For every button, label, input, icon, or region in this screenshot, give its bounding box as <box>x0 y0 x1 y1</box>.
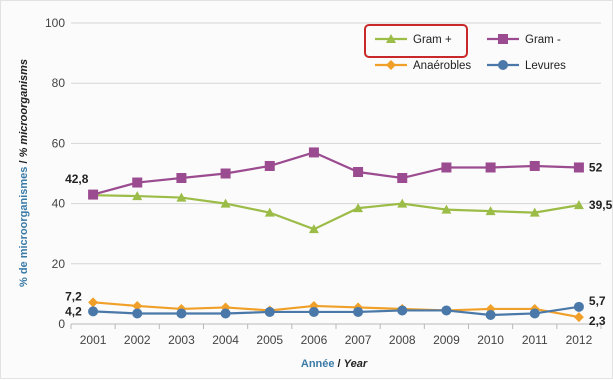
legend-marker <box>386 34 396 43</box>
data-point <box>220 308 231 319</box>
data-label: 2,3 <box>589 314 606 328</box>
x-tick-label: 2007 <box>345 333 372 347</box>
x-tick-label: 2002 <box>124 333 151 347</box>
data-point <box>176 192 187 202</box>
data-point <box>308 147 319 158</box>
data-point <box>573 162 584 173</box>
data-point <box>264 160 275 171</box>
legend-item: Anaérobles <box>375 60 471 72</box>
data-point <box>485 206 496 216</box>
data-point <box>529 160 540 171</box>
y-tick-label: 40 <box>52 197 66 211</box>
data-point <box>308 224 319 234</box>
data-labels: 42,8 39,5 52 7,2 2,3 4,2 5,7 <box>65 160 613 328</box>
x-axis-title: Année / Year <box>301 358 368 370</box>
series-gram <box>88 147 584 200</box>
data-point <box>264 207 275 217</box>
data-point <box>176 308 187 319</box>
data-point <box>176 173 187 184</box>
legend: Gram + Gram - Anaérobles Levures <box>364 24 566 72</box>
legend-item: Levures <box>487 60 566 72</box>
y-tick-label: 0 <box>58 317 65 331</box>
data-point <box>529 308 540 319</box>
x-tick-label: 2001 <box>80 333 107 347</box>
y-axis-title: % de microorganismes / % microorganisms <box>18 59 30 287</box>
data-point <box>573 200 584 210</box>
data-point <box>308 306 319 317</box>
legend-highlight-box <box>364 24 468 58</box>
data-point <box>397 173 408 184</box>
data-label: 7,2 <box>65 289 82 303</box>
data-point <box>441 162 452 173</box>
data-point <box>132 191 143 201</box>
legend-label: Gram + <box>413 34 452 46</box>
x-tick-label: 2009 <box>433 333 460 347</box>
data-label: 4,2 <box>65 304 82 318</box>
data-point <box>485 162 496 173</box>
x-tick-label: 2006 <box>301 333 328 347</box>
data-point <box>485 309 496 320</box>
series-ana-robles <box>88 297 584 323</box>
data-point <box>573 312 584 323</box>
data-point <box>132 308 143 319</box>
legend-label: Levures <box>525 60 566 72</box>
data-point <box>88 306 99 317</box>
axes: 0 20 40 60 80 100 2001 2002 2003 2004 2005 2006 2007… <box>45 16 602 347</box>
legend-label: Anaérobles <box>413 60 471 72</box>
data-point <box>353 166 364 177</box>
data-point <box>353 203 364 213</box>
data-point <box>88 297 99 308</box>
data-point <box>441 204 452 214</box>
legend-marker <box>386 60 396 70</box>
data-point <box>220 198 231 208</box>
y-axis-title-fr: % de microorganismes <box>18 167 30 287</box>
data-point <box>529 207 540 217</box>
series-line <box>93 194 580 231</box>
data-point <box>397 305 408 316</box>
data-point <box>88 189 99 200</box>
data-point <box>264 306 275 317</box>
data-label: 5,7 <box>589 294 606 308</box>
x-tick-label: 2003 <box>168 333 195 347</box>
data-label: 42,8 <box>65 172 89 186</box>
x-tick-label: 2008 <box>389 333 416 347</box>
x-tick-label: 2005 <box>256 333 283 347</box>
data-point <box>132 177 143 188</box>
data-point <box>573 301 584 312</box>
x-axis-title-fr: Année <box>301 358 335 370</box>
legend-label: Gram - <box>525 34 561 46</box>
y-axis-title-sep: / <box>18 157 30 166</box>
y-tick-label: 100 <box>45 16 65 30</box>
data-point <box>353 306 364 317</box>
series-line <box>92 151 579 196</box>
legend-item: Gram - <box>487 34 561 46</box>
y-tick-label: 60 <box>52 136 66 150</box>
data-label: 52 <box>589 160 603 174</box>
data-point <box>397 198 408 208</box>
data-point <box>132 300 143 311</box>
y-axis-title-en: % microorganisms <box>18 59 30 157</box>
series-line <box>92 301 580 319</box>
x-tick-label: 2004 <box>212 333 239 347</box>
series-levures <box>88 301 584 320</box>
legend-marker <box>498 34 508 44</box>
grid <box>71 22 601 325</box>
series-gram <box>88 190 584 234</box>
x-tick-label: 2011 <box>522 333 548 347</box>
legend-item: Gram + <box>375 34 452 46</box>
y-tick-label: 80 <box>52 76 66 90</box>
data-point <box>441 305 452 316</box>
y-tick-label: 20 <box>52 257 66 271</box>
data-point <box>220 168 231 179</box>
x-axis-title-en: Year <box>344 358 368 370</box>
x-tick-label: 2012 <box>566 333 593 347</box>
x-tick-label: 2010 <box>477 333 504 347</box>
data-label: 39,5 <box>589 198 613 212</box>
legend-marker <box>498 60 508 70</box>
series-line <box>93 305 580 317</box>
x-axis-title-sep: / <box>335 358 344 370</box>
series-group <box>88 147 584 323</box>
